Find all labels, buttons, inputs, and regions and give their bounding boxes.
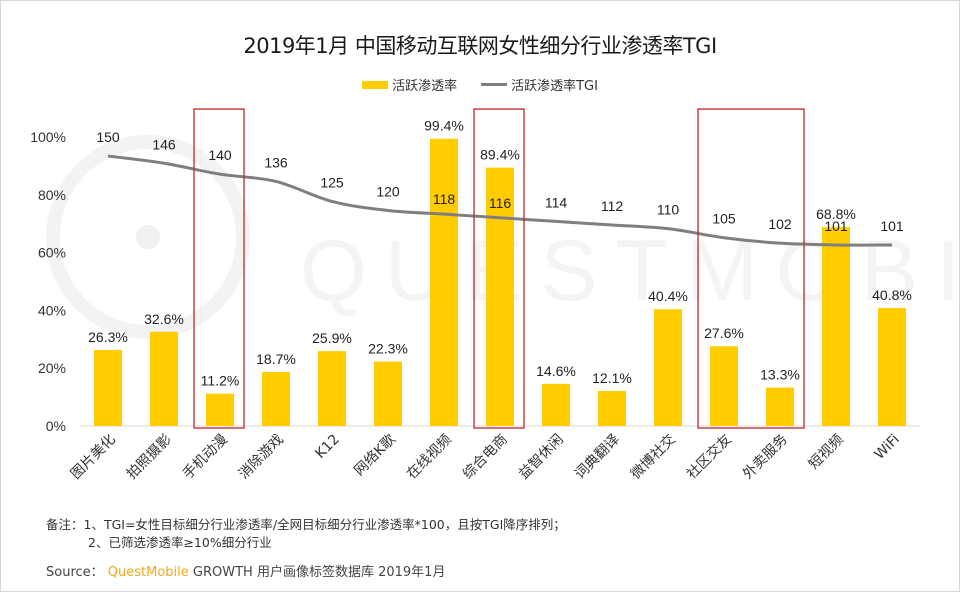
tgi-line: [107, 154, 893, 247]
bar: [598, 391, 626, 426]
y-tick-label: 100%: [30, 129, 66, 145]
note-line-2: 2、已筛选渗透率≥10%细分行业: [88, 535, 272, 550]
x-tick-label: 网络K歌: [351, 432, 399, 480]
bars: 26.3% 32.6% 11.2% 18.7% 25.9% 22.3% 99.4% 89.4%…: [88, 118, 912, 426]
x-tick-label: 综合电商: [460, 432, 511, 483]
x-tick-label: 微博社交: [627, 431, 679, 483]
bar: [486, 167, 514, 426]
tgi-value-label: 110: [657, 202, 680, 218]
tgi-value-label: 101: [880, 218, 904, 234]
x-tick-label: 拍照摄影: [124, 432, 175, 483]
bar-value-label: 27.6%: [704, 325, 744, 341]
highlight-box: [473, 108, 525, 429]
x-tick-label: WiFi: [871, 432, 902, 463]
tgi-value-label: 125: [320, 174, 344, 190]
y-tick-label: 20%: [38, 360, 66, 376]
bar-value-label: 32.6%: [144, 311, 184, 327]
x-tick-label: 手机动漫: [180, 432, 231, 483]
tgi-value-label: 118: [433, 191, 456, 207]
legend-label-tgi: 活跃渗透率TGI: [511, 79, 598, 94]
highlight-box: [697, 108, 805, 429]
y-tick-label: 80%: [38, 187, 66, 203]
note-line-1: 备注：1、TGI=女性目标细分行业渗透率/全网目标细分行业渗透率*100，且按T…: [46, 517, 566, 532]
bar: [206, 393, 234, 426]
bar-value-label: 14.6%: [536, 363, 576, 379]
tgi-value-label: 136: [264, 154, 288, 170]
source-rest: GROWTH 用户画像标签数据库 2019年1月: [188, 565, 446, 580]
highlight-box: [193, 108, 245, 429]
tgi-value-label: 114: [545, 194, 568, 210]
bar-value-label: 40.4%: [648, 288, 688, 304]
tgi-value-label: 120: [376, 183, 400, 199]
bar-value-label: 13.3%: [760, 367, 800, 383]
x-axis: 图片美化 拍照摄影 手机动漫 消除游戏 K12 网络K歌 在线视频 综合电商 益智休闲 词典翻译微…: [68, 431, 903, 483]
bar-value-label: 26.3%: [88, 329, 128, 345]
x-tick-label: 外卖服务: [740, 432, 791, 483]
source-prefix: Source：: [46, 565, 104, 580]
legend-item-penetration[interactable]: 活跃渗透率: [362, 75, 457, 94]
bar-value-label: 89.4%: [480, 147, 520, 163]
tgi-value-label: 150: [96, 129, 120, 145]
x-tick-label: 图片美化: [68, 432, 119, 483]
tgi-value-label: 105: [712, 211, 736, 227]
bar-value-label: 40.8%: [872, 287, 912, 303]
bar-value-label: 18.7%: [256, 351, 296, 367]
x-tick-label: 消除游戏: [236, 432, 287, 483]
bar: [654, 309, 682, 426]
watermark-dot: [136, 225, 160, 249]
bar: [542, 383, 570, 426]
watermark-ring: [46, 135, 250, 339]
x-tick-label: 在线视频: [404, 432, 455, 483]
legend: 活跃渗透率 活跃渗透率TGI: [0, 75, 960, 94]
y-tick-label: 40%: [38, 302, 66, 318]
bar: [318, 351, 346, 426]
tgi-value-label: 146: [152, 136, 176, 152]
chart-title: 2019年1月 中国移动互联网女性细分行业渗透率TGI: [243, 34, 717, 58]
x-tick-label: 社区交友: [683, 431, 735, 483]
bar-value-label: 22.3%: [368, 341, 408, 357]
tgi-value-label: 112: [601, 198, 624, 214]
highlight-boxes: [193, 108, 805, 429]
bar: [262, 371, 290, 426]
x-tick-label: 短视频: [806, 432, 847, 473]
bar: [150, 331, 178, 426]
legend-line-swatch: [481, 83, 508, 86]
tgi-value-label: 102: [768, 216, 792, 232]
bar: [94, 349, 122, 426]
legend-label-penetration: 活跃渗透率: [392, 79, 458, 94]
x-tick-label: K12: [312, 432, 342, 462]
bar-value-label: 25.9%: [312, 330, 352, 346]
y-tick-label: 60%: [38, 245, 66, 261]
tgi-value-label: 140: [208, 147, 232, 163]
source-line: Source： QuestMobile GROWTH 用户画像标签数据库 201…: [46, 561, 445, 580]
bar: [374, 361, 402, 426]
bar-value-label: 11.2%: [201, 373, 240, 389]
bar-value-label: 12.1%: [592, 370, 632, 386]
source-brand: QuestMobile: [107, 565, 189, 580]
bar: [822, 227, 850, 426]
bar: [430, 138, 458, 426]
bar: [766, 387, 794, 426]
x-tick-label: 词典翻译: [572, 432, 623, 483]
legend-item-tgi[interactable]: 活跃渗透率TGI: [481, 75, 598, 94]
tgi-value-label: 116: [489, 195, 512, 211]
watermark-text: QUESTMOBILE: [300, 223, 960, 319]
tgi-value-label: 101: [824, 218, 848, 234]
y-tick-label: 0%: [46, 418, 66, 434]
bar-value-label: 68.8%: [816, 206, 856, 222]
bar-value-label: 99.4%: [424, 118, 464, 134]
legend-bar-swatch: [362, 80, 389, 89]
bar: [878, 308, 906, 426]
tgi-line-group: 150 146 140 136 125 120 118 116 114 112 110 105 102 1…: [96, 129, 904, 247]
x-tick-label: 益智休闲: [516, 432, 567, 483]
bar: [710, 346, 738, 426]
